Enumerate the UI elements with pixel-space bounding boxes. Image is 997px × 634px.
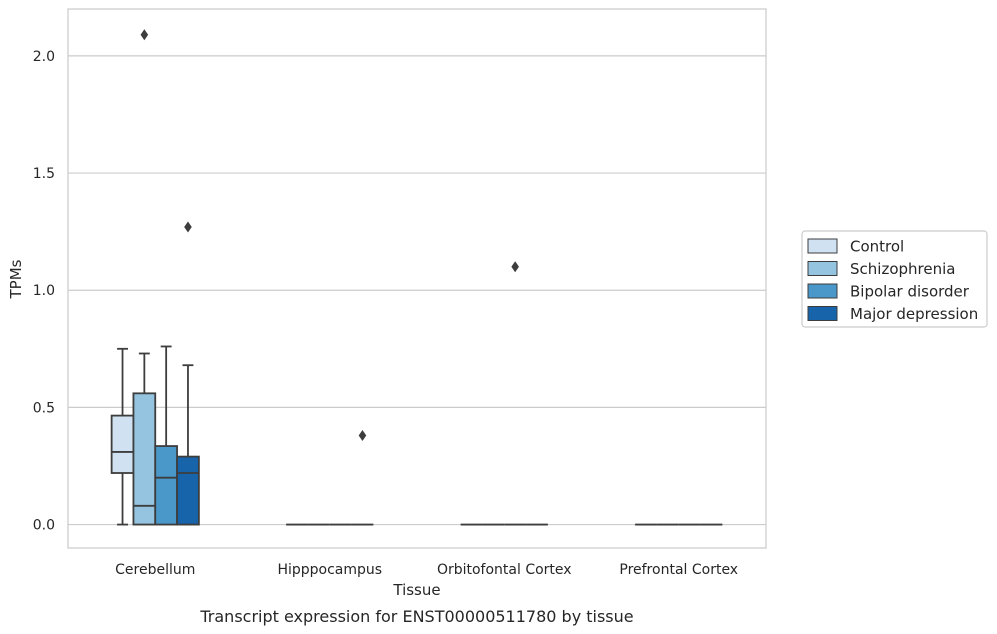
legend-swatch	[807, 238, 838, 254]
x-tick-label: Prefrontal Cortex	[619, 562, 738, 578]
plot-frame	[67, 8, 767, 549]
x-tick-labels: Cerebellum Hipppocampus Orbitofontal Corte…	[115, 562, 738, 578]
box-schizophrenia	[132, 29, 157, 526]
legend-label: Control	[850, 238, 904, 256]
x-tick-label: Orbitofontal Cortex	[437, 562, 572, 578]
y-tick-label: 1.0	[33, 283, 55, 299]
box-bipolar-disorder	[154, 345, 178, 526]
outlier-point	[140, 29, 149, 41]
legend-label: Bipolar disorder	[850, 283, 970, 301]
legend-label: Schizophrenia	[850, 260, 955, 278]
legend-label: Major depression	[850, 305, 978, 323]
y-tick-label: 1.5	[33, 166, 55, 182]
y-tick-label: 2.0	[33, 49, 55, 65]
box-iqr	[132, 392, 157, 526]
outlier-point	[511, 261, 519, 273]
y-tick-labels: 0.0 0.5 1.0 1.5 2.0	[33, 49, 55, 534]
legend: Control Schizophrenia Bipolar disorder Majo…	[801, 230, 988, 328]
y-tick-label: 0.0	[33, 518, 55, 534]
legend-swatch	[807, 283, 838, 299]
box-bipolar-disorder	[504, 261, 527, 526]
legend-frame	[801, 230, 988, 328]
legend-swatch	[807, 306, 838, 321]
box-iqr	[176, 455, 200, 526]
box-major-depression	[176, 221, 200, 526]
y-tick-label: 0.5	[33, 400, 55, 416]
box-major-depression	[351, 430, 374, 526]
box-iqr	[110, 414, 135, 474]
legend-swatch	[807, 261, 838, 276]
y-axis-label: TPMs	[7, 259, 25, 299]
box-iqr	[154, 445, 178, 526]
box-control	[110, 347, 135, 526]
x-tick-label: Hipppocampus	[277, 562, 382, 578]
x-axis-label: Tissue	[392, 581, 440, 599]
x-tick-label: Cerebellum	[115, 562, 195, 578]
box-plots	[110, 29, 723, 526]
chart-caption: Transcript expression for ENST0000051178…	[199, 607, 633, 626]
outlier-point	[358, 430, 367, 442]
outlier-point	[184, 221, 192, 233]
